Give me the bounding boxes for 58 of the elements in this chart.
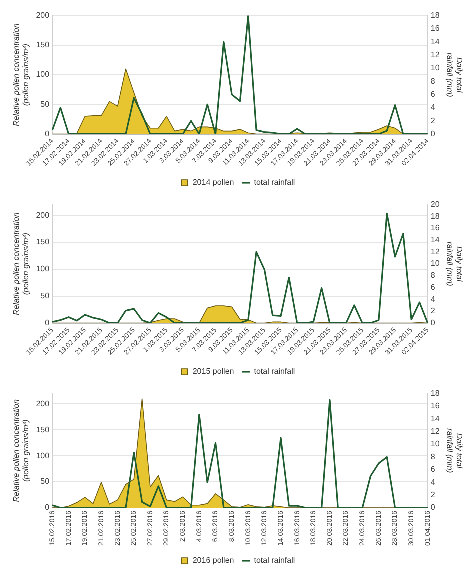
y2-tick-label: 0: [430, 129, 436, 138]
y2-tick-label: 2: [430, 306, 436, 316]
y2-tick-label: 6: [430, 282, 436, 292]
y2-tick-label: 10: [430, 259, 440, 268]
y2-tick-label: 4: [430, 294, 436, 304]
y2-tick-label: 10: [430, 64, 440, 73]
y2-tick-label: 14: [430, 236, 440, 245]
y2-tick-label: 12: [430, 50, 440, 60]
y-tick-label: 150: [36, 238, 50, 247]
y2-tick-label: 12: [430, 247, 440, 256]
y2-tick-label: 16: [430, 24, 440, 34]
y2-tick-label: 0: [430, 503, 436, 512]
y2-tick-label: 20: [430, 200, 440, 210]
legend-label: total rainfall: [254, 178, 296, 188]
y2-tick-label: 14: [430, 414, 440, 424]
legend-label: total rainfall: [254, 367, 296, 376]
y-tick-label: 100: [36, 70, 50, 80]
y-tick-label: 0: [45, 318, 50, 328]
y2-axis-title: Daily total rainfall (mm): [445, 242, 464, 287]
y-tick-label: 50: [40, 100, 50, 109]
y-tick-label: 0: [45, 503, 50, 512]
y-tick-label: 150: [36, 425, 50, 434]
y-tick-label: 50: [40, 477, 50, 486]
y2-tick-label: 4: [430, 478, 436, 487]
legend-label: 2014 pollen: [192, 178, 234, 188]
y2-tick-label: 6: [430, 90, 436, 99]
y-tick-label: 150: [36, 40, 50, 50]
y2-tick-label: 4: [430, 103, 436, 112]
y2-tick-label: 2: [430, 116, 436, 126]
y2-tick-label: 16: [430, 224, 440, 233]
y2-tick-label: 16: [430, 402, 440, 411]
legend-label: 2016 pollen: [192, 556, 234, 566]
y2-tick-label: 2: [430, 490, 436, 500]
y2-tick-label: 8: [430, 271, 436, 280]
y2-tick-label: 8: [430, 76, 436, 86]
y-tick-label: 200: [36, 11, 50, 20]
y-tick-label: 0: [45, 129, 50, 138]
y2-tick-label: 12: [430, 427, 440, 436]
y-axis-title: Relative pollen concentration (pollen grains/m³): [12, 212, 31, 316]
y-tick-label: 100: [36, 451, 50, 460]
legend-label: total rainfall: [254, 556, 296, 566]
y2-axis-title: Daily total rainfall (mm): [445, 52, 464, 98]
y-axis-title: Relative pollen concentration (pollen grains/m³): [12, 23, 31, 126]
y2-tick-label: 10: [430, 440, 440, 449]
y2-tick-label: 18: [430, 11, 440, 20]
y2-tick-label: 0: [430, 318, 436, 328]
y-tick-label: 200: [36, 399, 50, 408]
y2-tick-label: 8: [430, 452, 436, 462]
y2-tick-label: 18: [430, 212, 440, 221]
y2-tick-label: 18: [430, 389, 440, 398]
y2-axis-title: Daily total rainfall (mm): [445, 428, 464, 474]
legend-label: 2015 pollen: [192, 367, 234, 376]
y2-tick-label: 14: [430, 37, 440, 46]
y-axis-title: Relative pollen concentration (pollen grains/m³): [12, 398, 31, 502]
y2-tick-label: 6: [430, 465, 436, 474]
y-tick-label: 50: [40, 292, 50, 301]
y-tick-label: 100: [36, 264, 50, 274]
y-tick-label: 200: [36, 210, 50, 220]
